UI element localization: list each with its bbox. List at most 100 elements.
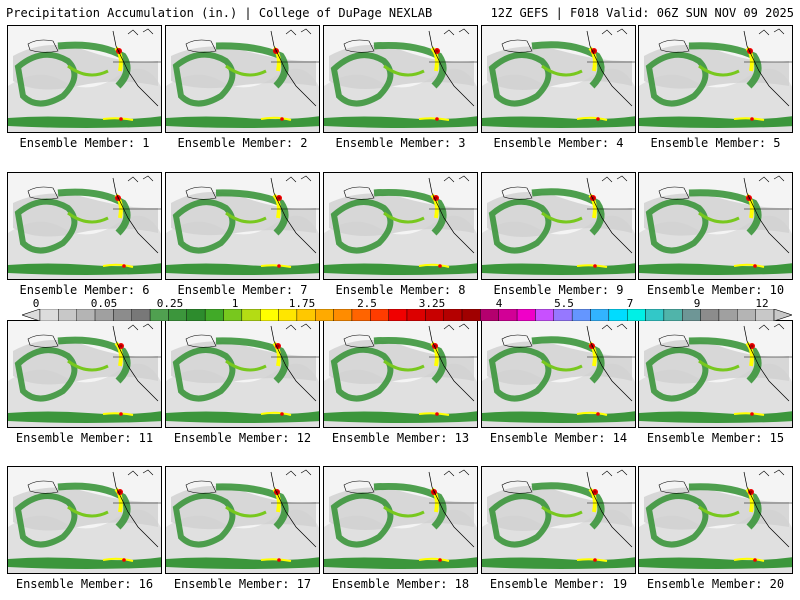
colorbar-swatch [627,309,646,321]
precip-map [7,466,162,574]
colorbar-swatch [315,309,334,321]
precip-map [481,25,636,133]
precip-map [323,25,478,133]
ensemble-member-panel: Ensemble Member: 1 [7,25,162,150]
ensemble-member-panel: Ensemble Member: 13 [323,320,478,445]
colorbar-swatch [94,309,114,321]
precip-map [481,172,636,280]
colorbar-label: 0 [32,297,40,310]
colorbar-label: 7 [626,297,634,310]
member-label: Ensemble Member: 18 [331,577,470,591]
member-label: Ensemble Member: 11 [15,431,154,445]
precip-map [638,320,793,428]
colorbar-swatch [388,309,408,321]
colorbar-label: 1 [231,297,239,310]
colorbar-swatch [755,309,775,321]
colorbar-swatch [590,309,610,321]
colorbar-swatch [370,309,389,321]
colorbar-swatch [700,309,720,321]
member-label: Ensemble Member: 3 [335,136,466,150]
colorbar-labels: 0 0.05 0.25 1 1.75 2.5 3.25 4 5.5 7 9 12 [22,297,792,310]
colorbar-label: 2.5 [357,297,377,310]
precip-map [481,466,636,574]
colorbar-swatch [241,309,261,321]
member-label: Ensemble Member: 5 [650,136,781,150]
member-label: Ensemble Member: 13 [331,431,470,445]
precip-map [165,25,320,133]
colorbar-label: 5.5 [554,297,574,310]
ensemble-member-panel: Ensemble Member: 16 [7,466,162,591]
precip-map [7,25,162,133]
colorbar-swatch [278,309,298,321]
colorbar-swatches [22,309,792,321]
colorbar-swatch [186,309,206,321]
colorbar-label: 4 [495,297,503,310]
ensemble-member-panel: Ensemble Member: 14 [481,320,636,445]
member-label: Ensemble Member: 9 [493,283,624,297]
ensemble-member-panel: Ensemble Member: 20 [638,466,793,591]
colorbar-swatch [682,309,701,321]
ensemble-member-panel: Ensemble Member: 17 [165,466,320,591]
colorbar: 0 0.05 0.25 1 1.75 2.5 3.25 4 5.5 7 9 12 [22,297,792,321]
ensemble-member-panel: Ensemble Member: 12 [165,320,320,445]
ensemble-member-panel: Ensemble Member: 5 [638,25,793,150]
colorbar-swatch [425,309,444,321]
precip-map [165,320,320,428]
ensemble-member-panel: Ensemble Member: 3 [323,25,478,150]
colorbar-swatch [168,309,187,321]
precip-map [7,172,162,280]
colorbar-swatch [645,309,665,321]
colorbar-swatch [296,309,316,321]
member-label: Ensemble Member: 19 [489,577,628,591]
colorbar-label: 1.75 [288,297,316,310]
ensemble-member-panel: Ensemble Member: 2 [165,25,320,150]
ensemble-member-panel: Ensemble Member: 9 [481,172,636,297]
colorbar-swatch [406,309,426,321]
precip-map [165,466,320,574]
colorbar-swatch [223,309,243,321]
precip-map [638,172,793,280]
ensemble-member-panel: Ensemble Member: 19 [481,466,636,591]
colorbar-swatch [76,309,96,321]
run-valid-time: 12Z GEFS | F018 Valid: 06Z SUN NOV 09 20… [490,6,794,20]
colorbar-swatch [571,309,591,321]
ensemble-member-panel: Ensemble Member: 6 [7,172,162,297]
colorbar-right-arrow [773,309,792,321]
colorbar-swatch [149,309,169,321]
colorbar-swatch [204,309,224,321]
colorbar-swatch [39,309,59,321]
colorbar-swatch [333,309,353,321]
precip-map [323,172,478,280]
colorbar-swatch [131,309,151,321]
colorbar-swatch [259,309,279,321]
colorbar-swatch [461,309,481,321]
member-label: Ensemble Member: 8 [335,283,466,297]
colorbar-swatch [498,309,518,321]
colorbar-label: 3.25 [418,297,446,310]
colorbar-swatch [663,309,683,321]
colorbar-label: 0.05 [90,297,118,310]
colorbar-swatch [58,309,77,321]
colorbar-swatch [516,309,536,321]
colorbar-swatch [718,309,738,321]
colorbar-label: 9 [693,297,701,310]
ensemble-member-panel: Ensemble Member: 18 [323,466,478,591]
colorbar-swatch [553,309,573,321]
member-label: Ensemble Member: 17 [173,577,312,591]
member-label: Ensemble Member: 4 [493,136,624,150]
colorbar-swatch [113,309,132,321]
precip-map [7,320,162,428]
colorbar-swatch [608,309,628,321]
precip-map [323,466,478,574]
member-label: Ensemble Member: 16 [15,577,154,591]
colorbar-swatch [443,309,463,321]
product-title: Precipitation Accumulation (in.) | Colle… [6,6,433,20]
precip-map [481,320,636,428]
colorbar-swatch [480,309,499,321]
header-bar: Precipitation Accumulation (in.) | Colle… [6,6,794,22]
member-label: Ensemble Member: 6 [19,283,150,297]
ensemble-member-panel: Ensemble Member: 10 [638,172,793,297]
colorbar-swatch [535,309,555,321]
member-label: Ensemble Member: 10 [646,283,785,297]
member-label: Ensemble Member: 1 [19,136,150,150]
